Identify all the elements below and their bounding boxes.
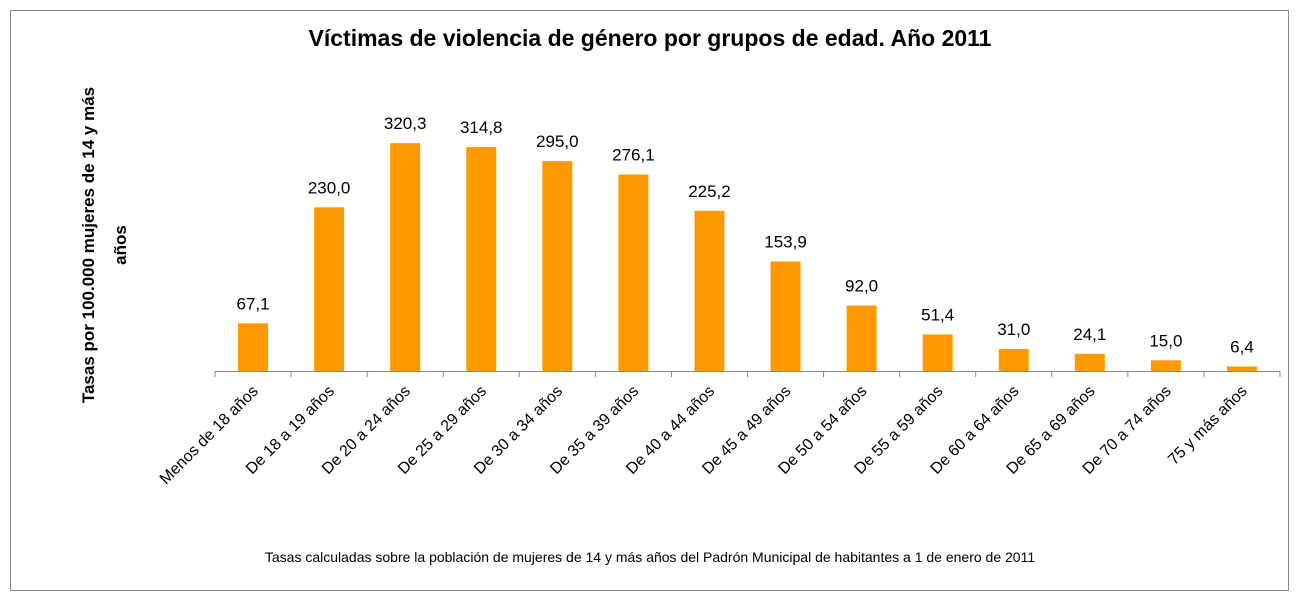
data-label: 31,0: [997, 320, 1030, 339]
data-label: 225,2: [688, 182, 731, 201]
bar: [1226, 366, 1257, 371]
data-label: 314,8: [460, 118, 503, 137]
data-label: 276,1: [612, 146, 655, 165]
chart-frame: [10, 10, 1289, 591]
bar: [390, 143, 421, 371]
chart-title: Víctimas de violencia de género por grup…: [309, 25, 992, 51]
bar: [1150, 360, 1181, 371]
bar: [770, 261, 801, 371]
data-label: 295,0: [536, 132, 579, 151]
data-label: 92,0: [845, 277, 878, 296]
bar: [694, 210, 725, 371]
bar: [238, 323, 269, 371]
bar: [314, 207, 345, 371]
y-axis-label: Tasas por 100.000 mujeres de 14 y más añ…: [79, 86, 130, 404]
data-label: 15,0: [1149, 331, 1182, 350]
bar: [998, 348, 1029, 371]
bar: [618, 174, 649, 371]
bar: [846, 305, 877, 371]
data-label: 153,9: [764, 233, 807, 252]
data-label: 320,3: [384, 114, 427, 133]
bar: [922, 334, 953, 371]
bar: [1074, 353, 1105, 371]
data-label: 230,0: [308, 178, 351, 197]
data-label: 6,4: [1230, 337, 1254, 356]
data-label: 51,4: [921, 305, 954, 324]
data-label: 67,1: [236, 294, 269, 313]
data-label: 24,1: [1073, 325, 1106, 344]
bar: [542, 161, 573, 371]
footnote: Tasas calculadas sobre la población de m…: [264, 549, 1036, 565]
bar: [466, 147, 497, 371]
